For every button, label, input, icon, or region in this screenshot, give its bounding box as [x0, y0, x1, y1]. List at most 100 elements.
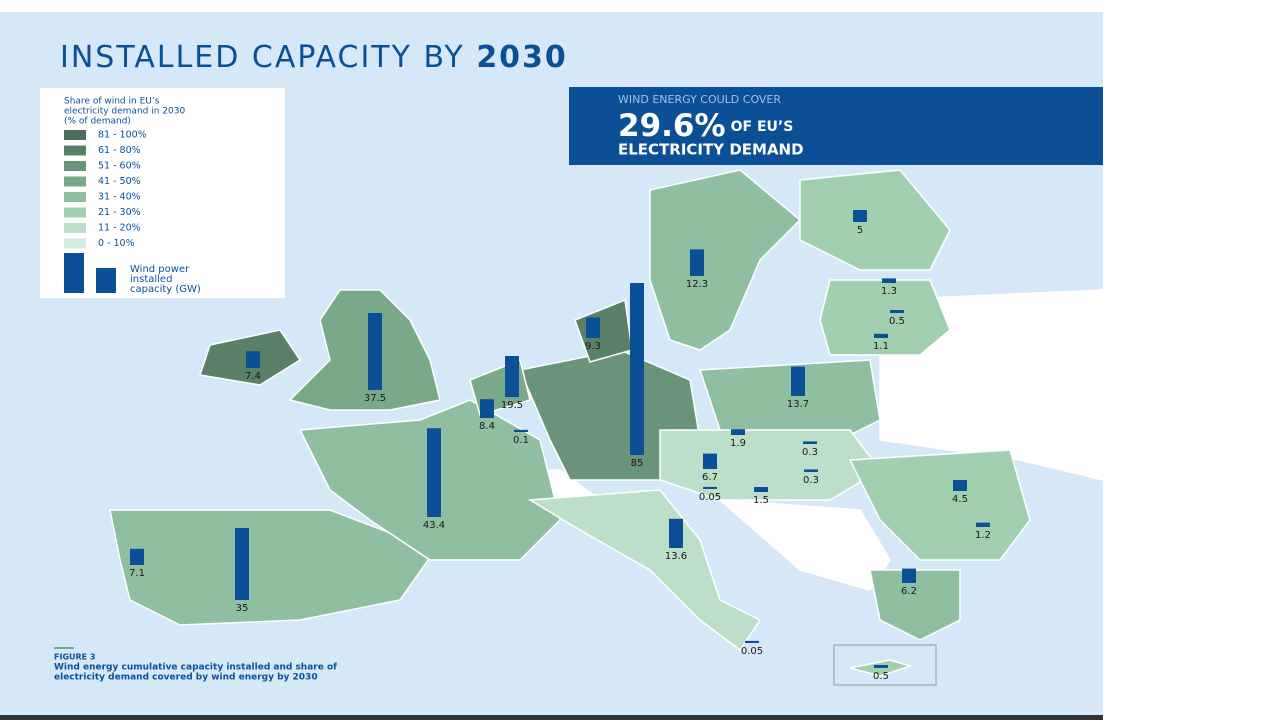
- country-shape: [869, 569, 961, 641]
- capacity-label: 0.5: [873, 671, 889, 682]
- capacity-bar: [368, 313, 382, 390]
- country-shape: [109, 509, 437, 626]
- legend-swatch: [64, 176, 86, 187]
- capacity-bar: [953, 480, 967, 491]
- legend-swatch: [64, 130, 86, 140]
- capacity-label: 0.3: [803, 475, 819, 486]
- callout-headline: 29.6% OF EU’S: [618, 108, 793, 144]
- country-shape: [527, 489, 762, 652]
- capacity-label: 19.5: [501, 400, 523, 411]
- capacity-label: 9.3: [585, 341, 601, 352]
- legend-label: 31 - 40%: [98, 192, 141, 203]
- capacity-label: 1.3: [881, 286, 897, 297]
- capacity-label: 37.5: [364, 393, 386, 404]
- legend-title: (% of demand): [64, 117, 131, 127]
- capacity-label: 35: [236, 603, 249, 614]
- capacity-bar: [669, 518, 683, 548]
- capacity-bar: [235, 528, 249, 600]
- capacity-bar: [791, 366, 805, 396]
- legend-label: 51 - 60%: [98, 161, 141, 172]
- country-shape: [848, 449, 1031, 561]
- legend-swatch: [64, 223, 86, 233]
- capacity-bar: [130, 548, 144, 565]
- capacity-bar: [690, 249, 704, 276]
- capacity-label: 1.2: [975, 530, 991, 541]
- capacity-label: 0.5: [889, 316, 905, 327]
- callout-line: ELECTRICITY DEMAND: [618, 141, 804, 159]
- capacity-bar: [890, 310, 904, 313]
- capacity-bar: [754, 487, 768, 492]
- capacity-label: 6.7: [702, 472, 718, 483]
- capacity-label: 6.2: [901, 586, 917, 597]
- inset-frame: [833, 644, 937, 686]
- capacity-bar: [976, 522, 990, 527]
- capacity-label: 12.3: [686, 279, 708, 290]
- capacity-label: 7.4: [245, 371, 261, 382]
- country-shape: [659, 429, 882, 501]
- capacity-label: 1.1: [873, 341, 889, 352]
- title-year: 2030: [476, 40, 568, 75]
- legend-swatch: [64, 161, 86, 171]
- capacity-label: 13.7: [787, 399, 809, 410]
- legend-bar-label: capacity (GW): [130, 284, 201, 295]
- country-shape: [649, 169, 802, 351]
- legend-label: 11 - 20%: [98, 223, 141, 234]
- capacity-bar: [902, 568, 916, 583]
- capacity-label: 8.4: [479, 421, 495, 432]
- capacity-bar: [703, 453, 717, 469]
- title-text: INSTALLED CAPACITY BY: [60, 40, 465, 75]
- legend-title: Share of wind in EU’s: [64, 97, 160, 107]
- capacity-bar: [731, 429, 745, 435]
- capacity-bar: [505, 356, 519, 397]
- figure-caption: electricity demand covered by wind energ…: [54, 673, 318, 683]
- capacity-bar: [480, 399, 494, 418]
- capacity-bar: [853, 210, 867, 222]
- capacity-bar: [630, 283, 644, 455]
- callout-value: 29.6%: [618, 108, 726, 144]
- figure-label: FIGURE 3: [54, 653, 95, 662]
- legend-title: electricity demand in 2030: [64, 107, 185, 117]
- capacity-label: 13.6: [665, 551, 687, 562]
- callout-box: [569, 87, 1103, 165]
- capacity-bar: [882, 278, 896, 283]
- legend-swatch: [64, 145, 86, 156]
- capacity-bar: [586, 317, 600, 338]
- capacity-bar: [514, 429, 528, 432]
- capacity-bar: [703, 486, 717, 489]
- capacity-bar: [745, 640, 759, 643]
- capacity-bar: [874, 665, 888, 668]
- callout-rest: OF EU’S: [731, 119, 794, 135]
- legend-bar-label: installed: [130, 274, 172, 285]
- bottom-rule: [0, 715, 1103, 720]
- legend-bar: [64, 253, 84, 293]
- legend-label: 0 - 10%: [98, 238, 135, 249]
- callout-line: WIND ENERGY COULD COVER: [618, 93, 781, 106]
- capacity-label: 7.1: [129, 568, 145, 579]
- legend-bar-label: Wind power: [130, 264, 190, 275]
- legend-swatch: [64, 207, 86, 218]
- capacity-label: 0.1: [513, 435, 529, 446]
- country-shape: [698, 359, 881, 441]
- legend-label: 21 - 30%: [98, 207, 141, 218]
- capacity-label: 4.5: [952, 494, 968, 505]
- country-shape: [819, 279, 951, 356]
- capacity-label: 1.9: [730, 438, 746, 449]
- capacity-bar: [427, 428, 441, 517]
- capacity-label: 0.05: [699, 492, 721, 503]
- capacity-label: 85: [631, 458, 644, 469]
- capacity-label: 0.05: [741, 646, 763, 657]
- capacity-bar: [804, 469, 818, 472]
- capacity-bar: [803, 441, 817, 444]
- capacity-label: 5: [857, 225, 863, 236]
- capacity-bar: [874, 333, 888, 338]
- legend-label: 81 - 100%: [98, 130, 147, 141]
- legend-label: 41 - 50%: [98, 176, 141, 187]
- legend-swatch: [64, 238, 86, 249]
- capacity-bar: [246, 351, 260, 368]
- legend-label: 61 - 80%: [98, 145, 141, 156]
- country-shape: [799, 169, 951, 271]
- country-shape: [288, 289, 441, 411]
- capacity-label: 0.3: [802, 447, 818, 458]
